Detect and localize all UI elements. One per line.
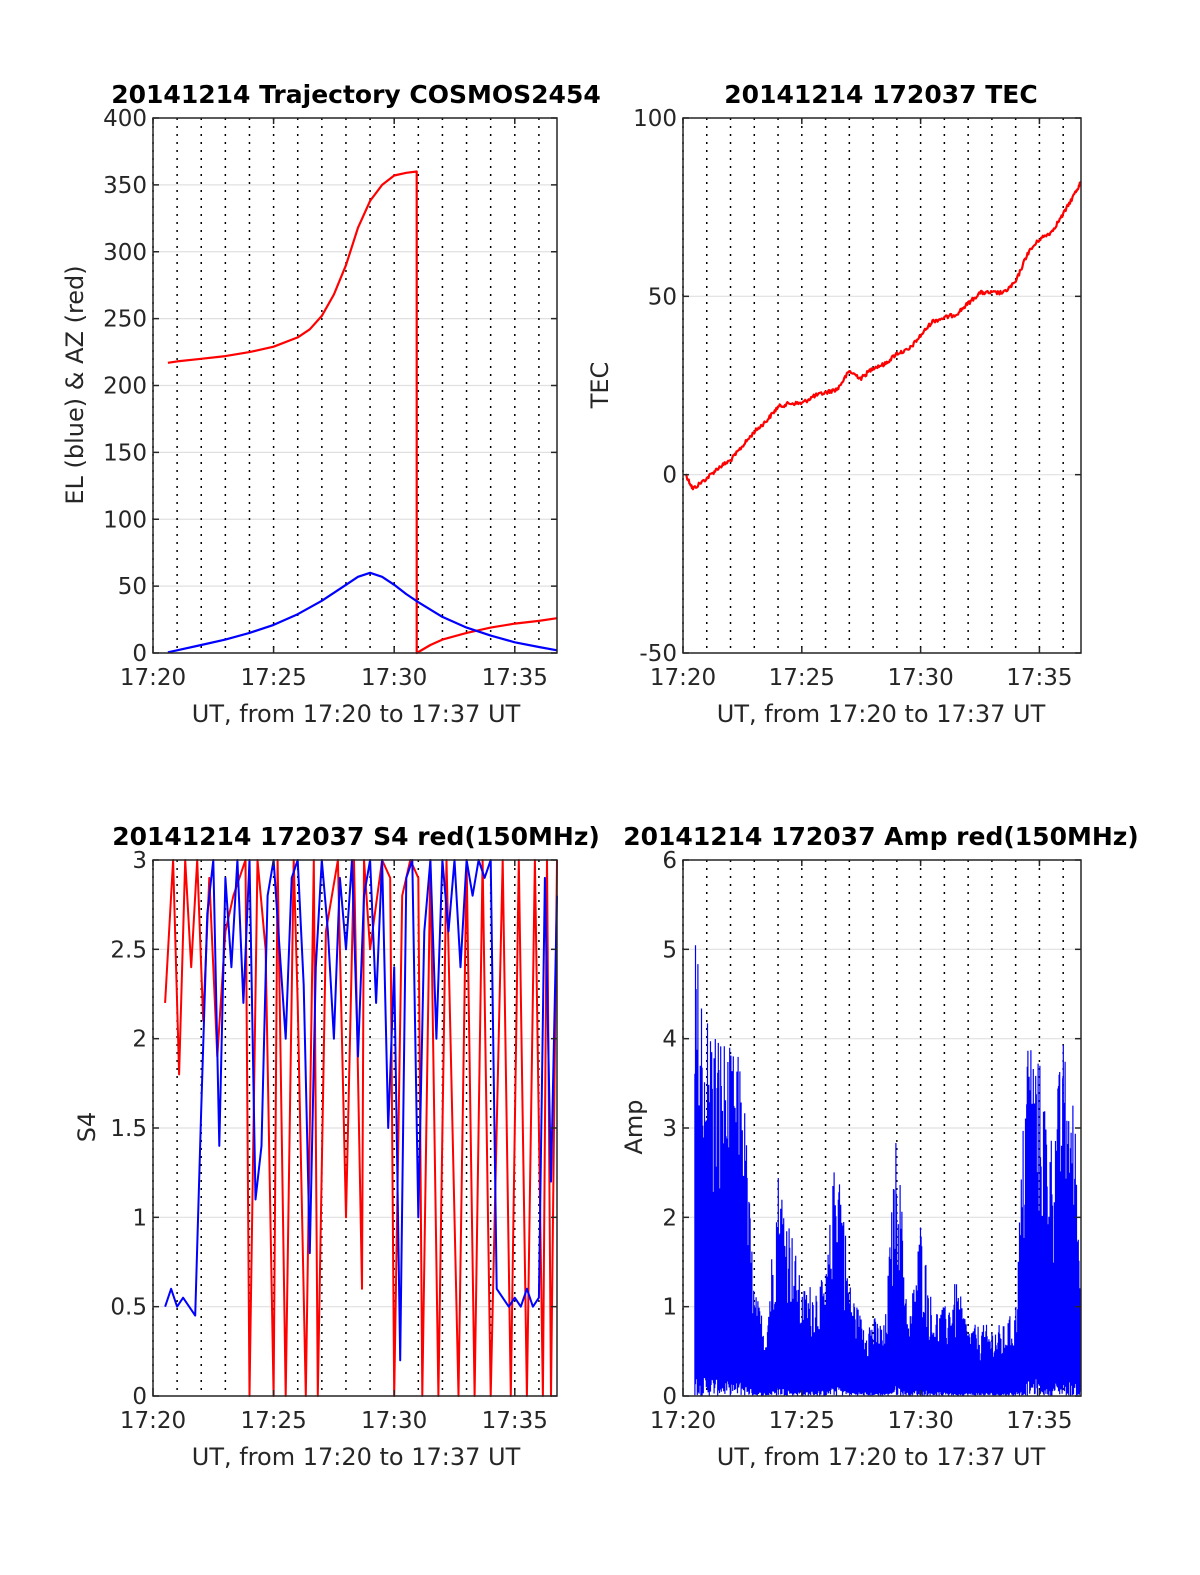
x-tick-label: 17:30 (887, 1408, 953, 1434)
y-axis-label: Amp (620, 1099, 648, 1154)
x-tick-label: 17:20 (120, 665, 186, 691)
axes-frame (682, 117, 1082, 654)
x-tick-label: 17:20 (120, 1408, 186, 1434)
y-axis-label: S4 (73, 1112, 101, 1143)
y-tick-label: 2 (662, 1205, 677, 1231)
x-axis-label: UT, from 17:20 to 17:37 UT (717, 700, 1046, 728)
panel-title: 20141214 172037 TEC (724, 80, 1037, 109)
y-tick-label: 0 (132, 641, 147, 667)
panel-amp: 20141214 172037 Amp red(150MHz) UT, from… (620, 822, 1139, 1471)
y-tick-label: 1 (662, 1295, 677, 1321)
x-tick-label: 17:25 (769, 665, 835, 691)
y-tick-label: 50 (118, 574, 147, 600)
x-tick-label: 17:30 (361, 665, 427, 691)
panel-s4: 20141214 172037 S4 red(150MHz) UT, from … (73, 822, 600, 1471)
y-tick-label: 6 (662, 848, 677, 874)
y-tick-label: 300 (103, 240, 147, 266)
y-tick-label: 2.5 (110, 937, 147, 963)
y-tick-label: 1 (132, 1205, 147, 1231)
panel-tec: 20141214 172037 TEC UT, from 17:20 to 17… (586, 80, 1082, 728)
y-axis-label: TEC (586, 362, 614, 410)
x-tick-label: 17:35 (482, 665, 548, 691)
y-tick-label: 0 (132, 1384, 147, 1410)
panel-trajectory: 20141214 Trajectory COSMOS2454 UT, from … (61, 80, 601, 728)
series-line (167, 170, 558, 655)
y-tick-label: 400 (103, 106, 147, 132)
y-tick-label: 5 (662, 937, 677, 963)
series-line (167, 571, 558, 654)
panel-title: 20141214 Trajectory COSMOS2454 (111, 80, 601, 109)
x-tick-label: 17:25 (240, 1408, 306, 1434)
x-tick-label: 17:25 (240, 665, 306, 691)
series-trace (694, 945, 1082, 1396)
x-tick-label: 17:30 (361, 1408, 427, 1434)
series-line (164, 859, 558, 1362)
y-axis-label: EL (blue) & AZ (red) (61, 265, 89, 504)
y-tick-label: 0 (662, 1384, 677, 1410)
y-tick-label: 100 (103, 507, 147, 533)
series-line (685, 180, 1082, 491)
x-axis-label: UT, from 17:20 to 17:37 UT (192, 700, 521, 728)
y-tick-label: -50 (639, 641, 677, 667)
x-tick-label: 17:25 (769, 1408, 835, 1434)
y-tick-label: 1.5 (110, 1116, 147, 1142)
x-axis-label: UT, from 17:20 to 17:37 UT (192, 1443, 521, 1471)
x-tick-label: 17:30 (887, 665, 953, 691)
y-tick-label: 50 (648, 284, 677, 310)
x-tick-label: 17:20 (650, 1408, 716, 1434)
y-tick-label: 2 (132, 1027, 147, 1053)
panel-title: 20141214 172037 S4 red(150MHz) (112, 822, 600, 851)
y-tick-label: 4 (662, 1027, 677, 1053)
x-tick-label: 17:20 (650, 665, 716, 691)
y-tick-label: 200 (103, 374, 147, 400)
x-tick-label: 17:35 (1006, 665, 1072, 691)
y-tick-label: 0.5 (110, 1295, 147, 1321)
y-tick-label: 0 (662, 463, 677, 489)
panel-title: 20141214 172037 Amp red(150MHz) (623, 822, 1139, 851)
x-tick-label: 17:35 (482, 1408, 548, 1434)
y-tick-label: 3 (662, 1116, 677, 1142)
y-tick-label: 3 (132, 848, 147, 874)
y-tick-label: 250 (103, 307, 147, 333)
x-axis-label: UT, from 17:20 to 17:37 UT (717, 1443, 1046, 1471)
y-tick-label: 350 (103, 173, 147, 199)
y-tick-label: 100 (633, 106, 677, 132)
x-tick-label: 17:35 (1006, 1408, 1072, 1434)
y-tick-label: 150 (103, 440, 147, 466)
